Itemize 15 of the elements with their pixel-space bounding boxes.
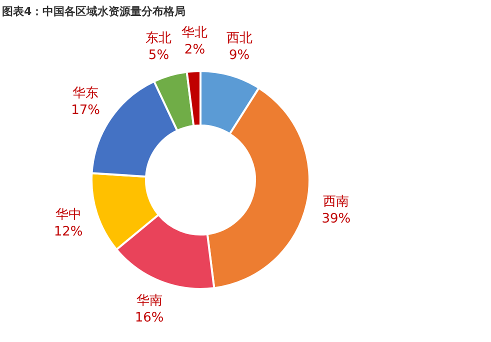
data-label: 39% <box>322 212 351 227</box>
slice-label: 华北 <box>182 26 208 41</box>
data-label: 12% <box>54 224 83 240</box>
slice-label: 东北 <box>146 30 172 46</box>
slice-label: 华南 <box>136 294 162 309</box>
data-label: 2% <box>184 42 206 58</box>
slice-label: 西南 <box>323 194 350 210</box>
chart-title: 图表4：中国各区域水资源量分布格局 <box>1 4 187 20</box>
data-label: 9% <box>228 48 250 63</box>
slice-label: 西北 <box>226 30 252 46</box>
data-label: 5% <box>148 48 170 63</box>
data-label: 16% <box>134 310 164 326</box>
data-label: 17% <box>71 103 100 118</box>
slice-label: 华东 <box>72 86 99 102</box>
slice-label: 华中 <box>55 207 82 222</box>
